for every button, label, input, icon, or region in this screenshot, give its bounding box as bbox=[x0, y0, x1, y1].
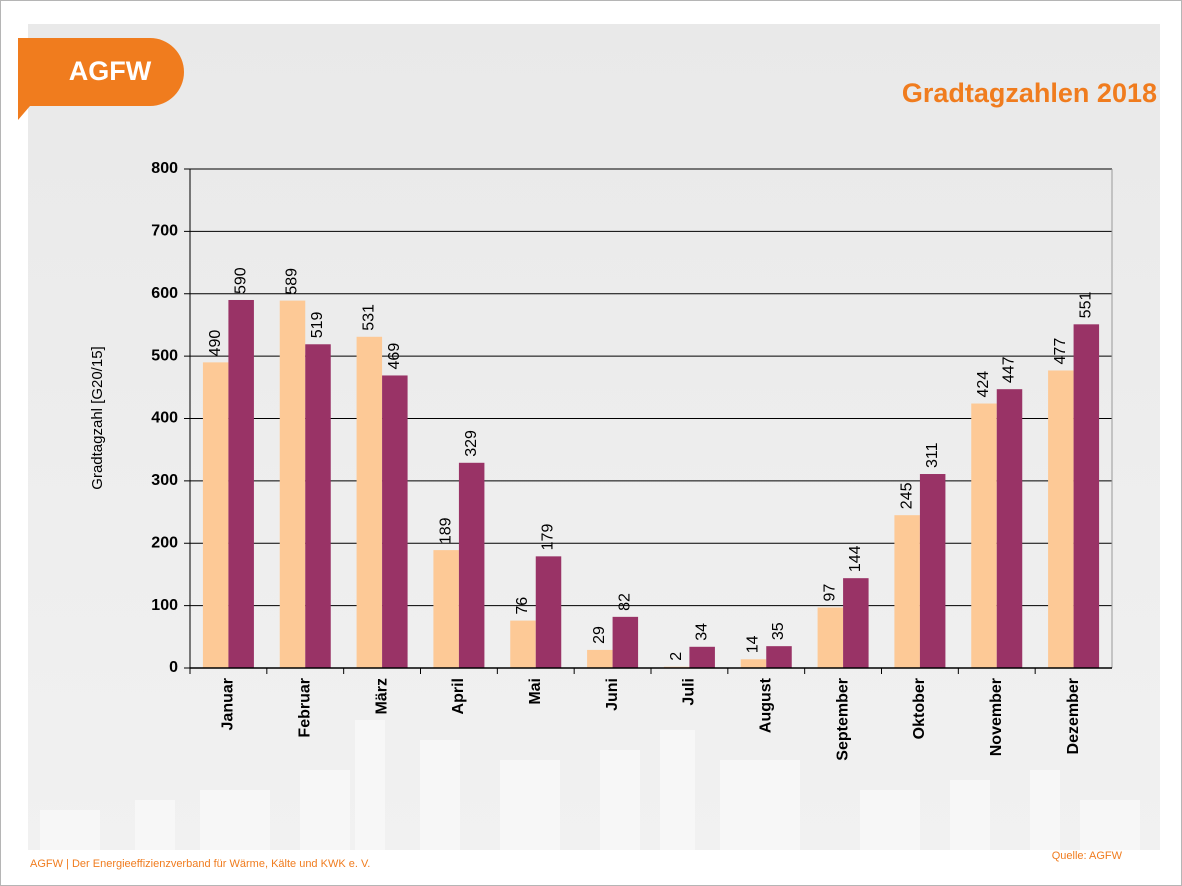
value-label: 519 bbox=[309, 311, 326, 338]
value-label: 590 bbox=[232, 267, 249, 294]
x-tick-label: Oktober bbox=[911, 678, 928, 739]
x-tick-label: August bbox=[757, 677, 774, 733]
bar bbox=[535, 556, 562, 668]
bar bbox=[689, 646, 715, 668]
x-tick-label: Juli bbox=[681, 678, 698, 706]
bar bbox=[356, 336, 383, 668]
value-label: 34 bbox=[693, 623, 710, 641]
value-label: 490 bbox=[207, 330, 224, 357]
bar bbox=[228, 299, 254, 668]
bar bbox=[433, 550, 459, 668]
footer: AGFW | Der Energieeffizienzverband für W… bbox=[30, 858, 370, 870]
skyline bbox=[40, 720, 1140, 850]
bar bbox=[1048, 370, 1074, 668]
value-label: 35 bbox=[770, 622, 787, 640]
bar bbox=[971, 403, 997, 668]
value-label: 189 bbox=[437, 517, 454, 544]
bar bbox=[587, 649, 613, 668]
y-tick-label: 400 bbox=[151, 410, 178, 427]
value-label: 477 bbox=[1052, 338, 1069, 365]
value-label: 447 bbox=[1001, 356, 1018, 383]
bar bbox=[458, 462, 485, 668]
source: Quelle: AGFW bbox=[1052, 850, 1123, 862]
y-tick-label: 300 bbox=[151, 472, 178, 489]
y-axis-label: Gradtagzahl [G20/15] bbox=[89, 346, 106, 489]
bar bbox=[919, 474, 946, 668]
y-tick-label: 0 bbox=[169, 659, 178, 676]
bar bbox=[202, 362, 229, 668]
logo-text: AGFW bbox=[69, 56, 152, 86]
x-tick-label: März bbox=[373, 678, 390, 714]
bar bbox=[766, 646, 792, 668]
x-tick-label: April bbox=[450, 678, 467, 714]
value-label: 424 bbox=[975, 371, 992, 398]
y-tick-label: 700 bbox=[151, 223, 178, 240]
chart-title: Gradtagzahlen 2018 bbox=[902, 78, 1157, 108]
bar bbox=[510, 620, 536, 668]
x-tick-label: September bbox=[834, 678, 851, 761]
bar bbox=[740, 659, 767, 668]
value-label: 76 bbox=[514, 597, 531, 615]
value-label: 97 bbox=[822, 584, 839, 602]
value-label: 82 bbox=[617, 593, 634, 611]
value-label: 551 bbox=[1078, 292, 1095, 319]
y-tick-label: 800 bbox=[151, 160, 178, 177]
bar bbox=[996, 389, 1023, 668]
value-label: 2 bbox=[668, 652, 685, 661]
y-tick-label: 500 bbox=[151, 347, 178, 364]
x-tick-label: Februar bbox=[296, 678, 313, 738]
value-label: 311 bbox=[924, 442, 941, 468]
bar bbox=[305, 344, 331, 668]
y-tick-label: 600 bbox=[151, 285, 178, 302]
value-label: 179 bbox=[540, 524, 557, 551]
value-label: 531 bbox=[361, 304, 378, 331]
value-label: 245 bbox=[898, 482, 915, 509]
y-tick-label: 200 bbox=[151, 534, 178, 551]
bar bbox=[279, 300, 306, 668]
x-tick-label: Dezember bbox=[1065, 678, 1082, 754]
value-label: 589 bbox=[284, 268, 301, 295]
bar bbox=[817, 607, 844, 668]
bar bbox=[843, 578, 869, 668]
logo-badge bbox=[18, 38, 184, 120]
value-label: 144 bbox=[847, 545, 864, 572]
x-tick-label: Januar bbox=[220, 678, 237, 730]
value-label: 329 bbox=[463, 430, 480, 457]
y-tick-label: 100 bbox=[151, 597, 178, 614]
value-label: 469 bbox=[386, 343, 403, 370]
x-tick-label: November bbox=[988, 678, 1005, 756]
bar bbox=[612, 616, 639, 668]
bar bbox=[894, 515, 920, 668]
value-label: 29 bbox=[591, 626, 608, 644]
bar bbox=[1073, 324, 1100, 668]
value-label: 14 bbox=[745, 635, 762, 653]
x-tick-label: Mai bbox=[527, 678, 544, 705]
bar bbox=[382, 375, 408, 668]
x-tick-label: Juni bbox=[604, 678, 621, 711]
